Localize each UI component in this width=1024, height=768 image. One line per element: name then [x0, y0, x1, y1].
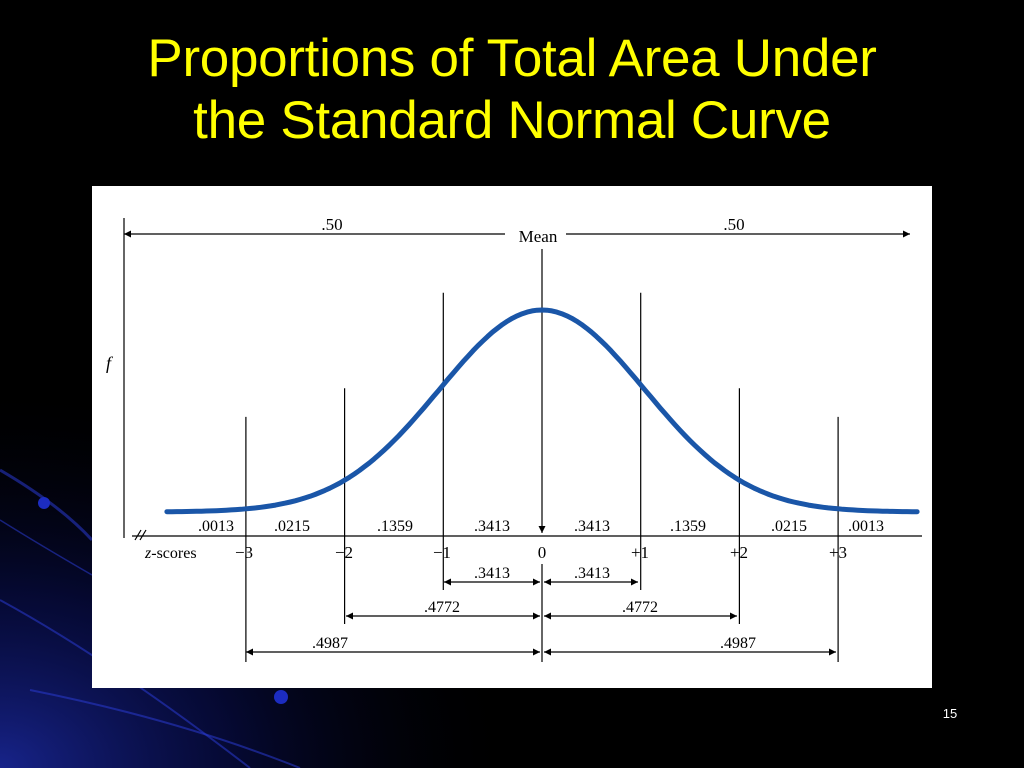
area-label: .0013	[198, 518, 234, 535]
mean-label: Mean	[519, 227, 558, 246]
cumulative-label: .3413	[574, 565, 610, 582]
slide-title-line-2: the Standard Normal Curve	[193, 91, 831, 150]
z-tick-label: 0	[538, 543, 547, 562]
area-label: .3413	[474, 518, 510, 535]
z-lines	[245, 292, 839, 662]
decorative-dot	[38, 497, 50, 509]
left-half-label: .50	[321, 215, 342, 234]
cumulative-label: .4772	[424, 599, 460, 616]
slide-title: Proportions of Total Area Under the Stan…	[0, 28, 1024, 152]
area-labels: .0013 .0215 .1359 .3413 .3413 .1359 .021…	[198, 518, 884, 535]
area-label: .3413	[574, 518, 610, 535]
area-label: .0215	[274, 518, 310, 535]
z-tick-label: +2	[730, 543, 748, 562]
cumulative-label: .3413	[474, 565, 510, 582]
decorative-dot	[274, 690, 288, 704]
y-axis-label: f	[106, 353, 114, 373]
area-label: .1359	[377, 518, 413, 535]
area-label: .1359	[670, 518, 706, 535]
area-label: .0215	[771, 518, 807, 535]
right-half-label: .50	[723, 215, 744, 234]
z-tick-label: −2	[335, 543, 353, 562]
z-tick-label: +1	[631, 543, 649, 562]
cumulative-labels: .3413 .3413 .4772 .4772 .4987 .4987	[312, 565, 756, 652]
cumulative-label: .4987	[720, 635, 756, 652]
z-tick-label: −3	[235, 543, 253, 562]
normal-curve	[164, 307, 920, 515]
slide-number: 15	[942, 706, 958, 721]
cumulative-label: .4772	[622, 599, 658, 616]
decorative-swooshes	[0, 468, 301, 768]
z-tick-label: −1	[433, 543, 451, 562]
z-tick-label: +3	[829, 543, 847, 562]
area-label: .0013	[848, 518, 884, 535]
z-tick-labels: −3 −2 −1 0 +1 +2 +3	[235, 543, 847, 562]
slide-title-line-1: Proportions of Total Area Under	[147, 29, 877, 88]
normal-curve-figure: f .50 .50 Mean .0013 .0215 .1359 .3413 .…	[92, 186, 932, 688]
cumulative-label: .4987	[312, 635, 348, 652]
cumulative-arrows	[246, 578, 836, 656]
z-axis-label: z-scores	[144, 545, 197, 562]
axis-break-mark	[134, 529, 147, 541]
